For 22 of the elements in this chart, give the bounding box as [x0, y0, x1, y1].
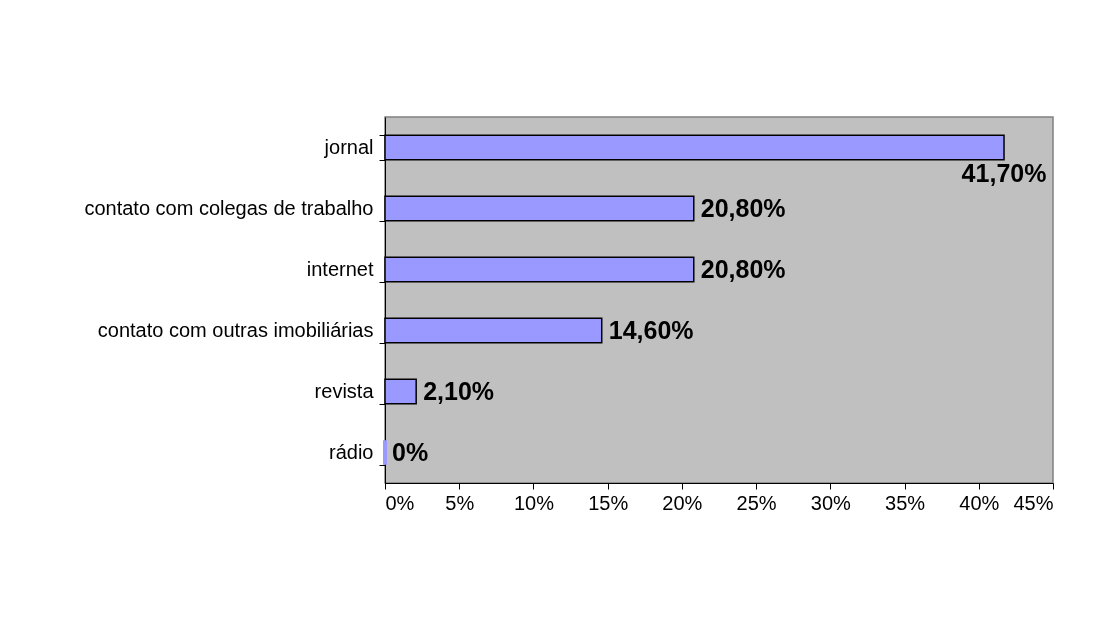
x-tick-label: 35% [885, 491, 926, 514]
x-tick-label: 30% [810, 491, 852, 514]
x-tick-label: 5% [445, 491, 475, 514]
y-tick-label: revista [314, 380, 375, 402]
x-tick-label: 15% [588, 491, 629, 514]
data-label: 20,80% [700, 254, 786, 283]
data-label: 2,10% [423, 376, 495, 405]
x-tick-label: 45% [1013, 491, 1054, 514]
x-tick-label: 25% [736, 491, 777, 514]
x-tick-label: 0% [385, 491, 415, 514]
data-label: 41,70% [961, 158, 1047, 187]
x-tick-label: 10% [513, 491, 555, 514]
x-tick-label: 20% [662, 491, 703, 514]
x-tick-label: 40% [959, 491, 1000, 514]
y-tick-label: rádio [329, 441, 374, 463]
data-label: 14,60% [608, 315, 694, 344]
y-tick-label: contato com outras imobiliárias [97, 319, 374, 341]
data-label: 0% [392, 437, 429, 466]
data-label: 20,80% [700, 193, 786, 222]
y-tick-label: internet [306, 258, 374, 280]
y-tick-label: jornal [323, 136, 374, 158]
y-tick-label: contato com colegas de trabalho [84, 197, 374, 219]
